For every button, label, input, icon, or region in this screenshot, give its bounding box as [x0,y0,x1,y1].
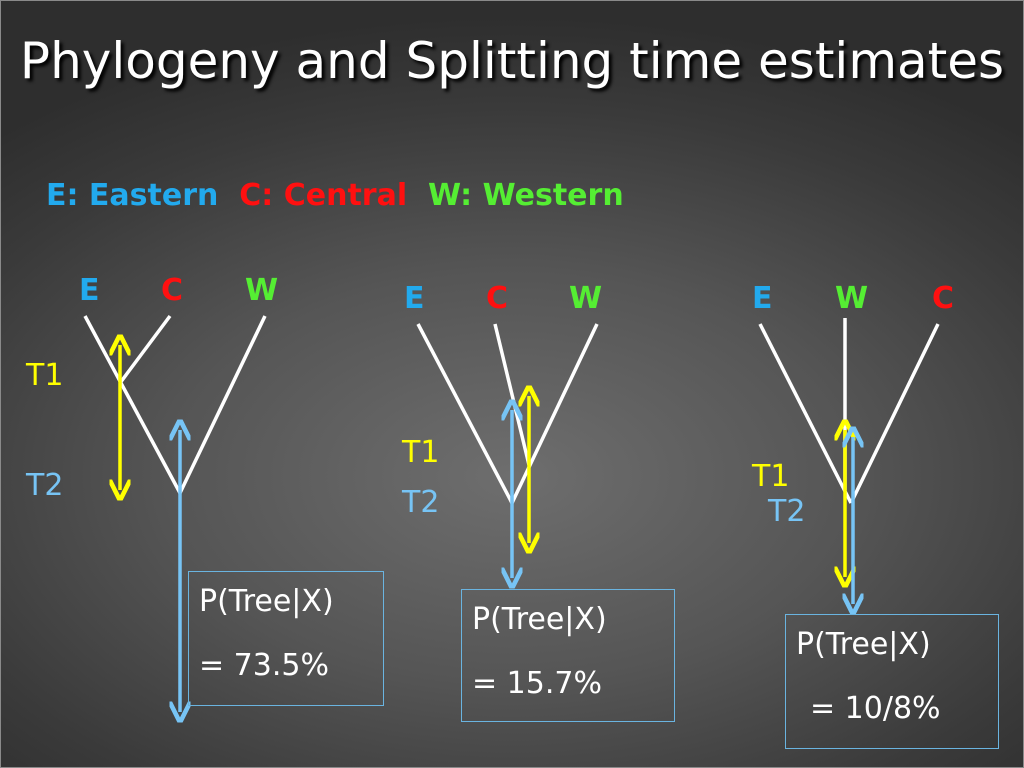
tree-2 [416,323,599,578]
tree-2-tip-1: E [404,281,425,316]
tree-1-branch-c [118,314,172,385]
tree-1-prob-label: P(Tree|X) [199,584,334,619]
tree-1-tip-1: E [79,273,100,308]
tree-3-branch-c [849,323,940,504]
slide-title: Phylogeny and Splitting time estimates [0,30,1024,92]
tree-2-prob-label: P(Tree|X) [472,602,607,637]
tree-1-t1-label: T1 [26,358,64,393]
tree-2-branch-e [416,323,514,504]
tree-2-tip-2: C [486,281,509,316]
legend-western: W: Western [428,178,624,213]
tree-1-tip-2: C [161,273,184,308]
tree-3-tip-2: W [835,281,869,316]
tree-2-t1-label: T1 [402,435,440,470]
tree-3-prob-label: P(Tree|X) [796,627,931,662]
tree-1-branch-w [178,315,267,494]
tree-1-branch-e [83,315,182,494]
tree-3-t2-label: T2 [768,494,806,529]
tree-3 [758,318,940,604]
tree-1-tip-3: W [245,273,279,308]
legend-central: C: Central [239,178,408,213]
tree-1-prob-value: = 73.5% [199,648,329,683]
tree-3-tip-1: E [752,281,773,316]
tree-2-prob-value: = 15.7% [472,666,602,701]
legend-eastern: E: Eastern [46,178,219,213]
population-legend: E: Eastern C: Central W: Western [46,178,624,213]
tree-1-t2-label: T2 [26,468,64,503]
tree-3-t1-label: T1 [752,459,790,494]
tree-2-probability-box: P(Tree|X) = 15.7% [461,589,675,722]
tree-2-t2-label: T2 [402,485,440,520]
tree-2-tip-3: W [569,281,603,316]
tree-3-probability-box: P(Tree|X) = 10/8% [785,614,999,749]
tree-3-tip-3: C [932,281,955,316]
tree-2-branch-w [510,323,599,504]
tree-3-prob-value: = 10/8% [810,691,941,726]
tree-1-probability-box: P(Tree|X) = 73.5% [188,571,384,706]
tree-1 [83,314,267,712]
slide-title-text: Phylogeny and Splitting time estimates [19,32,1005,90]
